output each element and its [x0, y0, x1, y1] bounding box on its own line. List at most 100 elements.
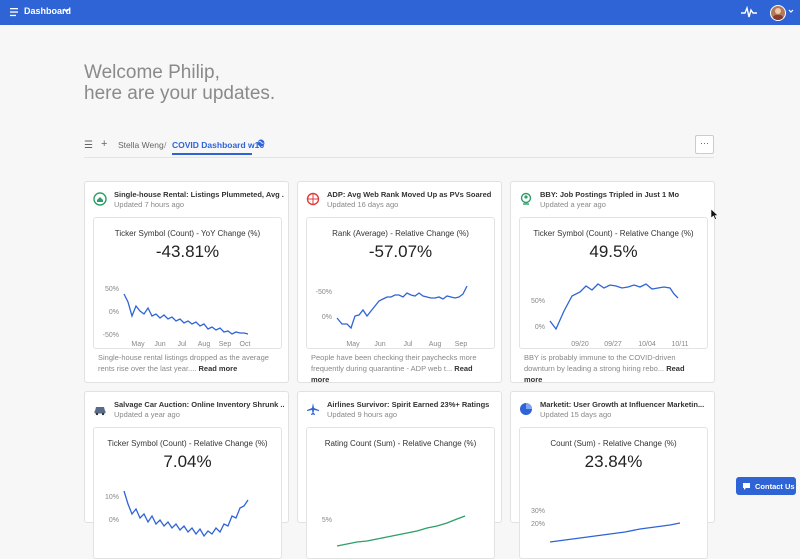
metric-panel: Ticker Symbol (Count) - Relative Change …: [519, 217, 708, 349]
dashboard-menu-title[interactable]: Dashboard: [24, 6, 72, 16]
y-tick: 0%: [109, 517, 119, 524]
metric-panel: Ticker Symbol (Count) - Relative Change …: [93, 427, 282, 559]
welcome-heading: Welcome Philip, here are your updates.: [84, 62, 275, 104]
card-title[interactable]: Marketit: User Growth at Influencer Mark…: [540, 400, 705, 409]
update-card[interactable]: Marketit: User Growth at Influencer Mark…: [510, 391, 715, 559]
description-text: People have been checking their paycheck…: [311, 353, 477, 373]
x-tick: Jun: [154, 341, 165, 348]
read-more-link[interactable]: Read more: [311, 364, 473, 384]
update-card[interactable]: Single-house Rental: Listings Plummeted,…: [84, 181, 289, 383]
tab-covid-dashboard[interactable]: COVID Dashboard w16: [172, 140, 265, 150]
card-updated: Updated 15 days ago: [540, 410, 612, 419]
series-line: [123, 293, 249, 335]
metric-panel: Ticker Symbol (Count) - YoY Change (%) -…: [93, 217, 282, 349]
card-title[interactable]: Salvage Car Auction: Online Inventory Sh…: [114, 400, 284, 409]
sparkline-chart: -50% 0% May Jun Jul Aug Sep: [316, 285, 468, 348]
activity-pulse-icon[interactable]: [741, 6, 757, 18]
chevron-down-icon[interactable]: [63, 8, 70, 13]
globe-icon[interactable]: [257, 139, 265, 147]
series-line: [123, 490, 249, 538]
x-tick: Jul: [404, 341, 413, 348]
y-tick: 0%: [535, 324, 545, 331]
more-options-button[interactable]: ···: [695, 135, 714, 154]
metric-panel: Rank (Average) - Relative Change (%) -57…: [306, 217, 495, 349]
sparkline-chart: 50% 0% 09/20 09/27 10/04 10/11: [531, 283, 689, 348]
metric-title: Ticker Symbol (Count) - YoY Change (%): [114, 229, 261, 238]
x-tick: Jul: [178, 341, 187, 348]
series-line: [549, 283, 679, 331]
card-description: People have been checking their paycheck…: [311, 352, 491, 385]
y-tick: 10%: [105, 494, 119, 501]
update-card[interactable]: Airlines Survivor: Spirit Earned 23%+ Ra…: [297, 391, 502, 559]
x-tick: Aug: [429, 341, 442, 348]
sparkline-chart: 10% 0%: [105, 490, 249, 538]
read-more-link[interactable]: Read more: [524, 364, 685, 384]
y-tick: -50%: [316, 289, 332, 296]
user-avatar[interactable]: [770, 5, 786, 21]
divider: [84, 157, 714, 158]
breadcrumb-parent[interactable]: Stella Weng: [118, 140, 164, 150]
update-card[interactable]: Salvage Car Auction: Online Inventory Sh…: [84, 391, 289, 559]
y-tick: 50%: [531, 298, 545, 305]
x-tick: Sep: [219, 341, 232, 348]
card-title[interactable]: ADP: Avg Web Rank Moved Up as PVs Soared: [327, 190, 492, 199]
car-icon: [94, 407, 106, 416]
card-title[interactable]: BBY: Job Postings Tripled in Just 1 Mo: [540, 190, 680, 199]
y-tick: 0%: [109, 309, 119, 316]
active-tab-indicator: [172, 153, 252, 155]
metric-panel: Count (Sum) - Relative Change (%) 23.84%…: [519, 427, 708, 559]
y-tick: 30%: [531, 508, 545, 515]
metric-title: Ticker Symbol (Count) - Relative Change …: [107, 439, 268, 448]
sparkline-chart: 5%: [322, 515, 466, 547]
pie-chart-icon: [520, 403, 532, 415]
metric-value: 7.04%: [163, 452, 212, 471]
contact-us-label: Contact Us: [755, 482, 795, 491]
sparkline-chart: 30% 20%: [531, 508, 681, 543]
y-tick: 5%: [322, 517, 332, 524]
welcome-line-1: Welcome Philip,: [84, 62, 220, 83]
card-description: BBY is probably immune to the COVID-driv…: [524, 352, 704, 385]
description-text: BBY is probably immune to the COVID-driv…: [524, 353, 676, 373]
x-tick: Jun: [374, 341, 385, 348]
person-search-icon: [520, 192, 532, 205]
card-title[interactable]: Single-house Rental: Listings Plummeted,…: [114, 190, 284, 199]
metric-value: 23.84%: [584, 452, 643, 471]
metric-panel: Rating Count (Sum) - Relative Change (%)…: [306, 427, 495, 559]
series-line: [549, 522, 681, 543]
x-tick: 09/20: [571, 341, 589, 348]
update-card[interactable]: ADP: Avg Web Rank Moved Up as PVs Soared…: [297, 181, 502, 385]
contact-us-button[interactable]: Contact Us: [736, 477, 796, 495]
add-icon[interactable]: +: [101, 138, 108, 150]
card-title[interactable]: Airlines Survivor: Spirit Earned 23%+ Ra…: [327, 400, 490, 409]
house-swap-icon: [93, 192, 107, 206]
description-text: Single-house rental listings dropped as …: [98, 353, 269, 373]
mouse-cursor: [711, 209, 719, 220]
globe-cursor-icon: [306, 192, 320, 206]
y-tick: 50%: [105, 286, 119, 293]
x-tick: May: [346, 341, 360, 348]
y-tick: -50%: [103, 332, 119, 339]
read-more-link[interactable]: Read more: [198, 364, 238, 373]
breadcrumb-separator: /: [164, 140, 167, 150]
list-icon[interactable]: ☰: [84, 140, 93, 151]
metric-value: -43.81%: [155, 242, 220, 261]
metric-title: Rank (Average) - Relative Change (%): [332, 229, 469, 238]
menu-icon[interactable]: [9, 6, 21, 18]
x-tick: Aug: [198, 341, 211, 348]
x-tick: Oct: [240, 341, 251, 348]
chevron-down-icon[interactable]: [788, 9, 794, 13]
series-line: [336, 285, 468, 330]
x-tick: 10/04: [638, 341, 656, 348]
card-updated: Updated a year ago: [540, 200, 606, 209]
x-tick: Sep: [455, 341, 468, 348]
card-updated: Updated 7 hours ago: [114, 200, 185, 209]
metric-title: Count (Sum) - Relative Change (%): [550, 439, 677, 448]
airplane-icon: [307, 403, 319, 415]
update-card[interactable]: BBY: Job Postings Tripled in Just 1 Mo U…: [510, 181, 715, 385]
y-tick: 0%: [322, 314, 332, 321]
breadcrumb: ☰ + Stella Weng / COVID Dashboard w16 ··…: [84, 135, 714, 157]
metric-title: Ticker Symbol (Count) - Relative Change …: [533, 229, 694, 238]
card-description: Single-house rental listings dropped as …: [98, 352, 278, 374]
card-updated: Updated 9 hours ago: [327, 410, 398, 419]
metric-value: -57.07%: [368, 242, 433, 261]
